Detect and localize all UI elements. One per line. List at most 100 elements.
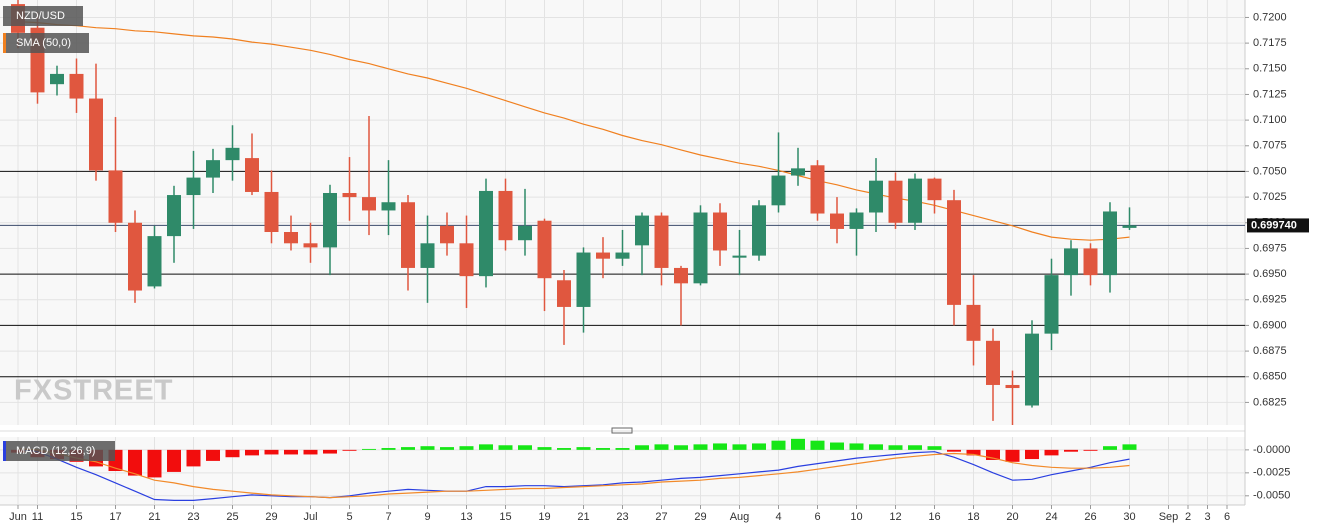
macd-histogram-bar xyxy=(810,440,825,450)
candle-body xyxy=(498,190,513,241)
x-tick-label: 30 xyxy=(1123,511,1135,523)
macd-histogram-bar xyxy=(518,445,532,450)
legend-swatch xyxy=(3,33,6,53)
macd-histogram-bar xyxy=(225,449,240,458)
candle-body xyxy=(830,213,844,229)
x-tick-label: 4 xyxy=(775,511,781,523)
macd-histogram-bar xyxy=(596,448,610,450)
x-tick-label: 13 xyxy=(460,511,472,523)
candle-body xyxy=(1025,333,1039,406)
candle-body xyxy=(635,215,649,246)
candle-body xyxy=(947,200,961,305)
macd-histogram-bar xyxy=(420,446,435,450)
candle-body xyxy=(186,177,201,196)
candle-body xyxy=(1083,248,1098,276)
candle-body xyxy=(654,215,669,268)
y-tick-label: 0.7175 xyxy=(1253,37,1287,49)
splitter-handle[interactable] xyxy=(611,427,633,434)
x-tick-label: 29 xyxy=(265,511,277,523)
candle-body xyxy=(108,170,123,223)
candle-body xyxy=(459,243,474,277)
x-tick-label: 25 xyxy=(226,511,238,523)
macd-histogram-bar xyxy=(1064,449,1078,452)
candle-body xyxy=(537,220,552,279)
legend-series: NZD/USD xyxy=(16,10,65,22)
candle-body xyxy=(1064,248,1078,276)
y-tick-label: 0.6975 xyxy=(1253,242,1287,254)
candle-body xyxy=(674,267,688,284)
macd-histogram-bar xyxy=(576,447,591,450)
x-tick-label: 15 xyxy=(499,511,511,523)
candle-body xyxy=(888,180,903,223)
candle-body xyxy=(479,190,493,277)
candle-body xyxy=(986,340,1000,385)
macd-histogram-bar xyxy=(167,449,181,472)
macd-histogram-bar xyxy=(537,447,552,450)
macd-histogram-bar xyxy=(966,449,981,456)
x-tick-label: 12 xyxy=(889,511,901,523)
candle-body xyxy=(128,222,142,291)
macd-histogram-bar xyxy=(303,449,318,455)
candle-body xyxy=(50,73,64,85)
x-tick-label: 23 xyxy=(616,511,628,523)
candle-body xyxy=(771,175,786,206)
candle-body xyxy=(596,252,610,259)
legend-swatch xyxy=(3,441,6,461)
x-tick-label: Jun xyxy=(9,511,27,523)
macd-histogram-bar xyxy=(245,449,259,456)
candle-body xyxy=(849,212,864,229)
x-tick-label: 26 xyxy=(1084,511,1096,523)
macd-histogram-bar xyxy=(693,444,708,450)
macd-histogram-bar xyxy=(830,442,844,450)
macd-histogram-bar xyxy=(674,445,688,450)
candle-body xyxy=(440,225,454,244)
candle-body xyxy=(1103,211,1117,276)
y-tick-label: 0.7075 xyxy=(1253,140,1287,152)
y-tick-label: 0.6925 xyxy=(1253,294,1287,306)
macd-line xyxy=(17,448,1130,499)
y-tick-label: 0.7025 xyxy=(1253,191,1287,203)
x-tick-label: 6 xyxy=(1224,511,1230,523)
candle-body xyxy=(908,178,922,223)
x-tick-label: Aug xyxy=(730,511,750,523)
x-tick-label: 27 xyxy=(655,511,667,523)
last-price-label: 0.699740 xyxy=(1251,219,1297,231)
x-tick-label: Sep xyxy=(1159,511,1179,523)
last-price-tag xyxy=(1247,218,1309,233)
candle-body xyxy=(323,192,337,248)
x-tick-label: 16 xyxy=(928,511,940,523)
macd-histogram-bar xyxy=(888,445,903,450)
candle-body xyxy=(167,195,181,237)
candle-body xyxy=(752,205,766,256)
legend-macd: MACD (12,26,9) xyxy=(16,445,95,457)
candle-body xyxy=(732,255,747,258)
x-tick-label: 11 xyxy=(32,511,43,523)
macd-histogram-bar xyxy=(1005,449,1020,462)
macd-histogram-bar xyxy=(771,440,786,450)
candle-body xyxy=(1044,275,1059,334)
macd-histogram-bar xyxy=(440,447,454,450)
candle-body xyxy=(966,304,981,341)
y-tick-label: 0.7100 xyxy=(1253,114,1287,126)
x-tick-label: 24 xyxy=(1045,511,1057,523)
candle-body xyxy=(147,236,162,287)
candle-body xyxy=(518,225,532,241)
candle-body xyxy=(576,252,591,307)
x-tick-label: 9 xyxy=(424,511,430,523)
candle-body xyxy=(693,212,708,284)
y-tick-label: 0.7200 xyxy=(1253,11,1287,23)
candle-body xyxy=(264,191,279,233)
macd-histogram-bar xyxy=(986,449,1000,460)
candle-body xyxy=(381,202,396,211)
macd-histogram-bar xyxy=(479,444,493,450)
candle-body xyxy=(401,202,415,268)
y-tick-label: 0.6850 xyxy=(1253,371,1287,383)
legend-box xyxy=(3,441,115,461)
macd-histogram-bar xyxy=(1122,444,1137,450)
macd-histogram-bar xyxy=(206,449,220,461)
legend-sma: SMA (50,0) xyxy=(16,37,71,49)
macd-histogram-bar xyxy=(381,448,396,450)
y-tick-label: 0.7125 xyxy=(1253,88,1287,100)
